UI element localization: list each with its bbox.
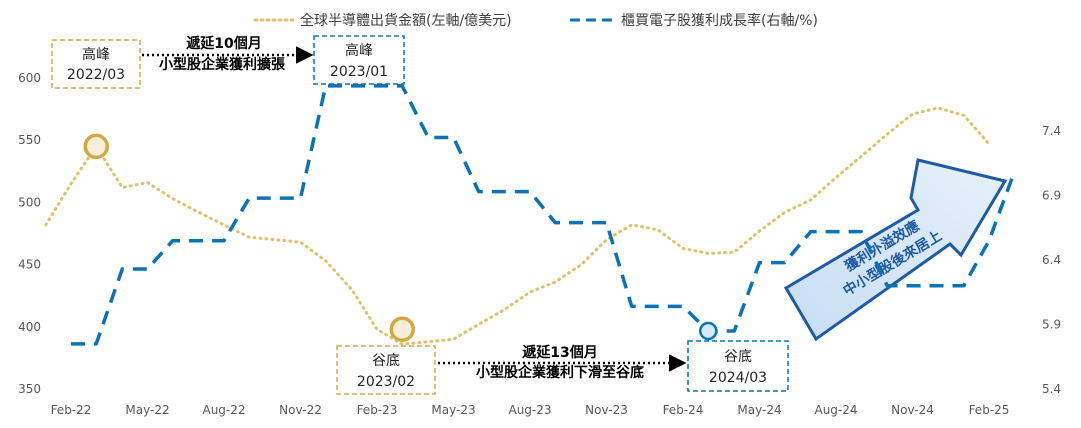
annotation-trough-2023-02: 谷底 2023/02 (336, 345, 436, 395)
annotation-line1: 高峰 (345, 42, 373, 59)
annotation-box (51, 39, 141, 89)
y-right-tick-label: 5.9 (1042, 318, 1061, 332)
series-electronics-line (71, 84, 1016, 346)
y-right-tick-label: 6.4 (1042, 253, 1061, 267)
x-tick-label: Aug-22 (202, 403, 245, 417)
x-tick-label: Feb-25 (969, 403, 1010, 417)
x-tick-label: May-22 (125, 403, 169, 417)
legend-label-electronics: 櫃買電子股獲利成長率(右軸/%) (621, 12, 818, 29)
x-tick-label: Aug-23 (508, 403, 551, 417)
annotation-line2: 2024/03 (709, 370, 767, 386)
electronics-turning-point-marker (698, 321, 718, 341)
y-right-tick-label: 6.9 (1042, 189, 1061, 203)
annotation-line1: 谷底 (372, 353, 400, 369)
y-left-tick-label: 350 (18, 382, 41, 396)
annotation-peak-2023-01: 高峰 2023/01 (313, 35, 405, 85)
series-semiconductor-line (44, 106, 991, 346)
x-tick-label: Nov-23 (585, 403, 628, 417)
x-axis: Feb-22 May-22 Aug-22 Nov-22 Feb-23 May-23 Aug-… (51, 403, 1010, 417)
growth-arrow: 獲利外溢效應 中小型股後來居上 (783, 158, 1008, 342)
annotation-line2: 2022/03 (67, 67, 125, 83)
annotation-peak-2022-03: 高峰 2022/03 (51, 39, 141, 89)
semiconductor-turning-point-marker (83, 133, 109, 160)
semiconductor-turning-point-marker (389, 316, 415, 343)
y-left-tick-label: 500 (18, 195, 41, 209)
x-tick-label: Aug-24 (814, 403, 857, 417)
series-layer (44, 84, 1016, 346)
x-tick-label: Nov-24 (891, 403, 934, 417)
x-tick-label: Feb-23 (357, 403, 398, 417)
legend: 全球半導體出貨金額(左軸/億美元) 櫃買電子股獲利成長率(右軸/%) (253, 12, 818, 29)
y-axis-left: 350 400 450 500 550 600 (18, 71, 41, 396)
x-tick-label: Feb-22 (51, 403, 92, 417)
legend-label-semiconductor: 全球半導體出貨金額(左軸/億美元) (300, 12, 512, 29)
y-left-tick-label: 450 (18, 258, 41, 272)
y-left-tick-label: 400 (18, 320, 41, 334)
lag-annotation-bottom: 遞延13個月 小型股企業獲利下滑至谷底 (438, 344, 687, 381)
lag-label-top-line1: 遞延10個月 (186, 35, 261, 52)
y-right-tick-label: 5.4 (1042, 382, 1061, 396)
annotation-trough-2024-03: 谷底 2024/03 (687, 340, 789, 392)
x-tick-label: May-24 (737, 403, 781, 417)
annotation-box (313, 35, 405, 85)
annotation-line2: 2023/02 (357, 374, 415, 390)
annotation-line1: 谷底 (724, 349, 752, 365)
annotation-box (336, 345, 436, 395)
y-axis-right: 5.4 5.9 6.4 6.9 7.4 (1042, 124, 1061, 396)
lag-label-bottom-line2: 小型股企業獲利下滑至谷底 (476, 364, 644, 381)
marker-layer (83, 133, 718, 343)
y-right-tick-label: 7.4 (1042, 124, 1061, 138)
annotation-line2: 2023/01 (330, 64, 388, 80)
lag-label-top-line2: 小型股企業獲利擴張 (159, 56, 286, 73)
x-tick-label: Nov-22 (279, 403, 322, 417)
lag-label-bottom-line1: 遞延13個月 (522, 344, 597, 361)
x-tick-label: Feb-24 (663, 403, 704, 417)
x-tick-label: May-23 (431, 403, 475, 417)
annotation-line1: 高峰 (82, 46, 110, 63)
growth-arrow-shape (783, 158, 1008, 342)
annotation-box (687, 340, 789, 392)
y-left-tick-label: 550 (18, 133, 41, 147)
y-left-tick-label: 600 (18, 71, 41, 85)
lag-annotation-top: 遞延10個月 小型股企業獲利擴張 (142, 35, 314, 73)
